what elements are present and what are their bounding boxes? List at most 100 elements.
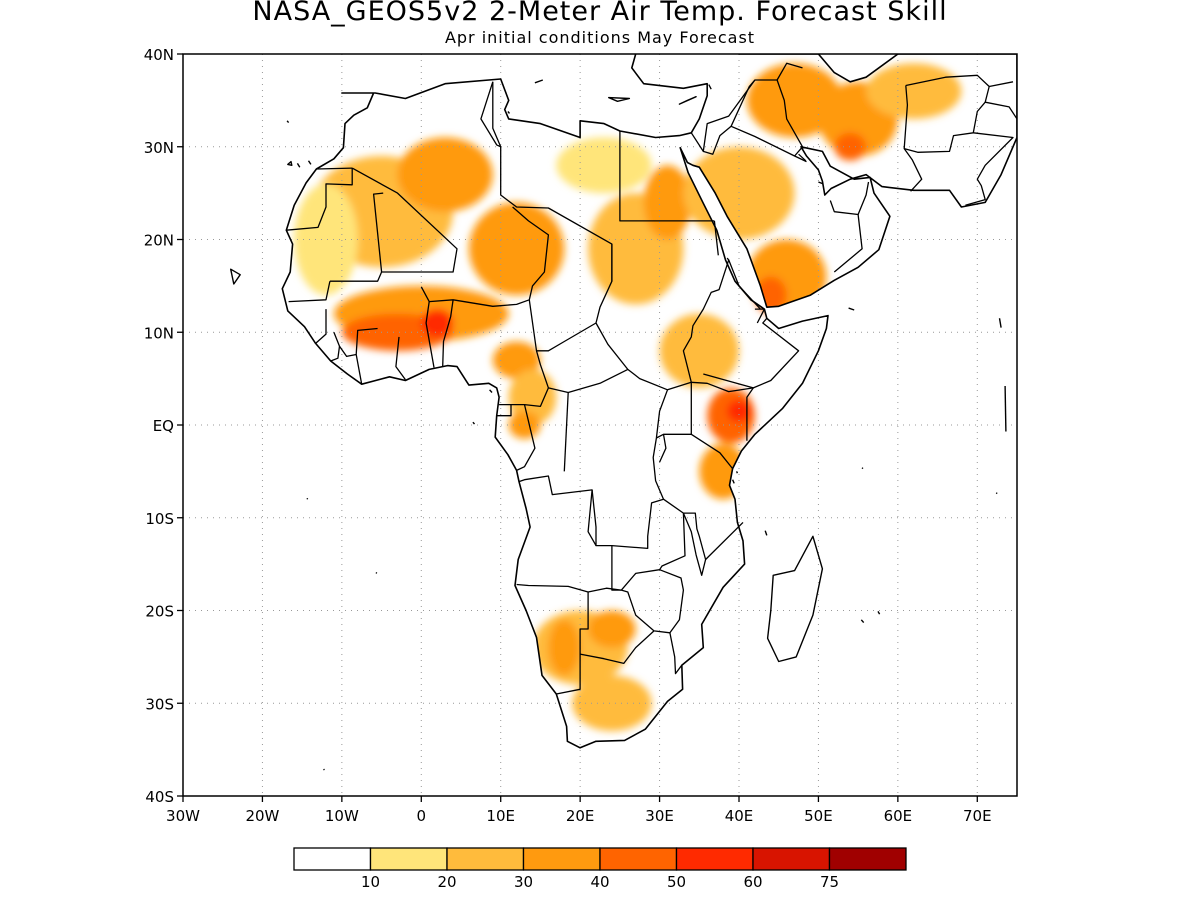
country-border (682, 257, 730, 383)
country-border (330, 346, 341, 362)
map-title: NASA_GEOS5v2 2-Meter Air Temp. Forecast … (252, 0, 948, 27)
skill-region (834, 132, 867, 161)
country-border (333, 332, 357, 358)
island-outline (860, 619, 865, 624)
colorbar-label: 50 (667, 873, 686, 891)
lat-tick-label: 40S (145, 788, 174, 806)
skill-region (556, 137, 652, 194)
country-border (659, 434, 667, 463)
skill-region (508, 411, 541, 439)
country-border (965, 132, 1014, 206)
lon-tick-label: 30W (166, 807, 200, 825)
country-border (579, 630, 655, 665)
country-border (989, 81, 1014, 88)
country-border (288, 281, 331, 303)
island-outline (861, 467, 864, 470)
island-outline (877, 611, 881, 615)
country-border (776, 62, 803, 81)
island-outline (507, 111, 511, 114)
country-border (595, 244, 754, 393)
island-outline (764, 530, 768, 536)
country-border (372, 192, 384, 273)
island-outline (995, 492, 998, 495)
lon-tick-label: 0 (417, 807, 427, 825)
country-border (904, 74, 990, 153)
island-outline (230, 268, 241, 285)
lon-tick-label: 20E (566, 807, 595, 825)
island-outline (306, 497, 309, 500)
lat-tick-label: 30S (145, 695, 174, 713)
colorbar-label: 75 (820, 873, 839, 891)
island-outline (534, 79, 544, 84)
lat-tick-label: 20N (144, 232, 174, 250)
country-border (316, 167, 353, 170)
country-border (355, 327, 378, 385)
country-border (315, 309, 327, 344)
skill-region (770, 582, 803, 657)
colorbar-label: 60 (743, 873, 762, 891)
skill-region (746, 63, 843, 138)
country-border (703, 79, 804, 155)
island-outline (296, 163, 301, 168)
skill-region (294, 183, 358, 296)
country-border (728, 259, 761, 310)
country-border (329, 167, 458, 282)
colorbar-swatch (293, 847, 372, 871)
country-border (730, 125, 807, 163)
skill-region (421, 309, 454, 337)
skill-region (572, 675, 652, 732)
country-border (442, 299, 454, 367)
colorbar-swatch (675, 847, 754, 871)
country-border (620, 569, 685, 634)
lon-tick-label: 10E (486, 807, 515, 825)
skill-region (643, 165, 692, 240)
skill-region (492, 341, 541, 379)
country-border (794, 146, 803, 157)
island-outline (375, 572, 378, 574)
coastlines-and-borders (230, 54, 1017, 771)
country-border (611, 545, 622, 591)
skill-fill-layer (294, 63, 962, 732)
lon-tick-label: 10W (325, 807, 359, 825)
skill-region (773, 610, 793, 648)
lat-tick-label: EQ (153, 417, 174, 435)
skill-region (468, 202, 565, 296)
island-outline (489, 389, 493, 393)
colorbar-swatch (369, 847, 448, 871)
colorbar-label: 40 (590, 873, 609, 891)
skill-region (746, 239, 827, 314)
country-border (425, 301, 435, 368)
lat-tick-label: 40N (144, 46, 174, 64)
country-border (829, 200, 863, 273)
madagascar-outline (766, 535, 824, 663)
island-outline (287, 160, 293, 166)
country-border (556, 592, 589, 695)
island-outline (848, 307, 855, 311)
colorbar-swatch (752, 847, 831, 871)
country-border (903, 85, 923, 192)
skill-region (588, 610, 636, 648)
colorbar-label: 30 (514, 873, 533, 891)
colorbar: 10 20 30 40 50 60 75 (293, 847, 907, 891)
colorbar-swatch (599, 847, 678, 871)
country-border (669, 632, 683, 675)
country-border (496, 404, 512, 417)
skill-region (699, 443, 747, 500)
country-border (690, 79, 756, 153)
lon-tick-label: 70E (963, 807, 992, 825)
island-outline (998, 318, 1002, 328)
lat-tick-label: 10S (145, 510, 174, 528)
lat-tick-label: 10N (144, 324, 174, 342)
country-border (492, 81, 613, 282)
island-outline (731, 479, 735, 484)
country-border (798, 153, 807, 162)
colorbar-swatch (522, 847, 601, 871)
country-border (713, 220, 719, 256)
lon-tick-label: 40E (725, 807, 754, 825)
country-border (705, 521, 744, 560)
grid-lines (183, 54, 1017, 796)
colorbar-swatch (828, 847, 907, 871)
colorbar-label: 10 (361, 873, 380, 891)
island-outline (1004, 385, 1007, 432)
